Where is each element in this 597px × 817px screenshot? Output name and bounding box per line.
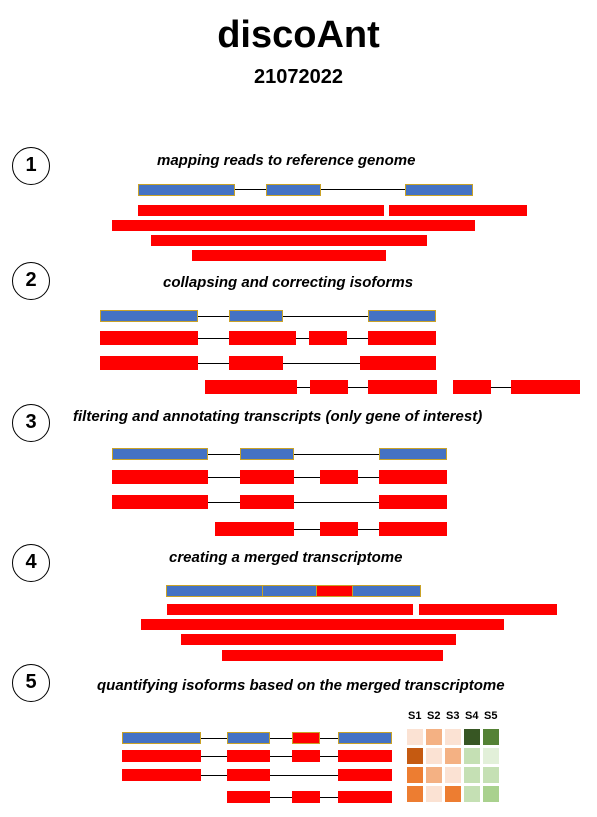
reference-exon	[112, 448, 208, 460]
reference-exon	[100, 310, 198, 322]
isoform-exon	[453, 380, 491, 394]
isoform-exon	[292, 791, 320, 803]
heatmap-sample-label: S2	[427, 710, 440, 722]
read	[192, 250, 386, 261]
heatmap-cell	[426, 729, 442, 745]
isoform-exon	[379, 470, 447, 484]
heatmap-sample-label: S1	[408, 710, 421, 722]
reference-exon	[379, 448, 447, 460]
isoform-exon	[227, 750, 270, 762]
step-3-number: 3	[12, 404, 50, 442]
page-title: discoAnt	[0, 14, 597, 57]
reference-exon	[122, 732, 201, 744]
read	[181, 634, 456, 645]
isoform-exon	[338, 769, 392, 781]
read	[389, 205, 527, 216]
isoform-exon	[379, 495, 447, 509]
heatmap-cell	[464, 748, 480, 764]
reference-exon	[368, 310, 436, 322]
heatmap-sample-label: S5	[484, 710, 497, 722]
step-1-number: 1	[12, 147, 50, 185]
novel-exon	[292, 732, 320, 744]
heatmap-cell	[407, 748, 423, 764]
step-5-number: 5	[12, 664, 50, 702]
isoform-exon	[100, 356, 198, 370]
isoform-exon	[240, 495, 294, 509]
read	[138, 205, 384, 216]
heatmap-cell	[445, 748, 461, 764]
isoform-exon	[368, 331, 436, 345]
heatmap-cell	[407, 767, 423, 783]
step-4-label: creating a merged transcriptome	[169, 549, 402, 566]
step-5-label: quantifying isoforms based on the merged…	[97, 677, 505, 694]
heatmap-cell	[445, 786, 461, 802]
heatmap-cell	[445, 767, 461, 783]
reference-exon	[166, 585, 263, 597]
isoform-exon	[379, 522, 447, 536]
heatmap-sample-label: S3	[446, 710, 459, 722]
heatmap-sample-label: S4	[465, 710, 478, 722]
step-3-label: filtering and annotating transcripts (on…	[73, 408, 482, 425]
heatmap-cell	[483, 729, 499, 745]
read	[167, 604, 413, 615]
heatmap-cell	[426, 767, 442, 783]
isoform-exon	[511, 380, 580, 394]
isoform-exon	[309, 331, 347, 345]
read	[222, 650, 443, 661]
isoform-exon	[227, 791, 270, 803]
heatmap-cell	[445, 729, 461, 745]
heatmap-cell	[464, 786, 480, 802]
isoform-exon	[240, 470, 294, 484]
isoform-exon	[205, 380, 297, 394]
read	[141, 619, 504, 630]
reference-exon	[262, 585, 317, 597]
reference-exon	[352, 585, 421, 597]
isoform-exon	[368, 380, 437, 394]
heatmap-cell	[407, 729, 423, 745]
reference-exon	[229, 310, 283, 322]
novel-exon	[316, 585, 353, 597]
isoform-exon	[338, 791, 392, 803]
isoform-exon	[320, 522, 358, 536]
isoform-exon	[310, 380, 348, 394]
isoform-exon	[227, 769, 270, 781]
step-4-number: 4	[12, 544, 50, 582]
read	[151, 235, 427, 246]
reference-exon	[338, 732, 392, 744]
isoform-exon	[229, 331, 296, 345]
heatmap-cell	[426, 748, 442, 764]
isoform-exon	[320, 470, 358, 484]
isoform-exon	[338, 750, 392, 762]
isoform-exon	[100, 331, 198, 345]
heatmap-cell	[483, 748, 499, 764]
isoform-exon	[229, 356, 283, 370]
heatmap-cell	[483, 767, 499, 783]
isoform-exon	[122, 750, 201, 762]
step-1-label: mapping reads to reference genome	[157, 152, 415, 169]
heatmap-cell	[483, 786, 499, 802]
read	[419, 604, 557, 615]
isoform-exon	[112, 495, 208, 509]
isoform-exon	[122, 769, 201, 781]
reference-exon	[405, 184, 473, 196]
reference-exon	[240, 448, 294, 460]
read	[112, 220, 475, 231]
reference-exon	[138, 184, 235, 196]
reference-exon	[227, 732, 270, 744]
page-subtitle: 21072022	[0, 66, 597, 89]
isoform-exon	[112, 470, 208, 484]
isoform-exon	[215, 522, 294, 536]
reference-exon	[266, 184, 321, 196]
heatmap-cell	[464, 729, 480, 745]
heatmap-cell	[464, 767, 480, 783]
heatmap-cell	[426, 786, 442, 802]
step-2-label: collapsing and correcting isoforms	[163, 274, 413, 291]
isoform-exon	[292, 750, 320, 762]
heatmap-cell	[407, 786, 423, 802]
step-2-number: 2	[12, 262, 50, 300]
isoform-exon	[360, 356, 436, 370]
